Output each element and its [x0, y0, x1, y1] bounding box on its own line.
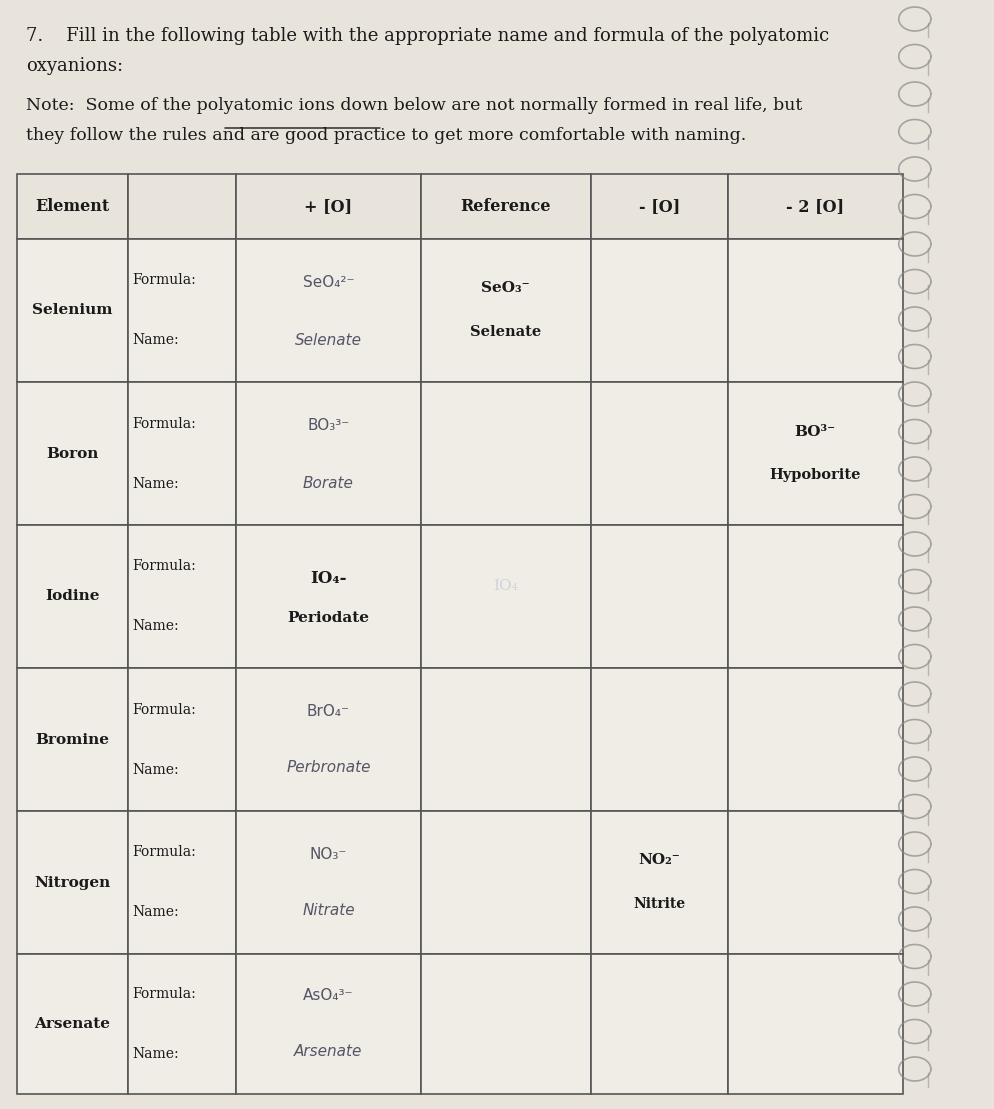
Text: Formula:: Formula: — [132, 560, 196, 573]
Bar — [17, 381, 127, 525]
Bar — [420, 381, 590, 525]
Bar — [127, 954, 237, 1093]
Text: Nitrogen: Nitrogen — [34, 875, 110, 889]
Bar — [590, 668, 728, 811]
Bar — [420, 668, 590, 811]
Text: NO₃⁻: NO₃⁻ — [310, 847, 347, 862]
Bar — [17, 811, 127, 954]
Bar — [420, 240, 590, 381]
Text: + [O]: + [O] — [304, 199, 353, 215]
Bar — [237, 240, 420, 381]
Bar — [590, 525, 728, 668]
Text: Borate: Borate — [303, 476, 354, 491]
Text: Bromine: Bromine — [36, 733, 109, 746]
Text: AsO₄³⁻: AsO₄³⁻ — [303, 988, 354, 1004]
Bar — [17, 240, 127, 381]
Bar — [590, 381, 728, 525]
Bar — [127, 381, 237, 525]
Bar — [420, 174, 590, 240]
Bar — [237, 381, 420, 525]
Bar — [237, 525, 420, 668]
Bar — [17, 668, 127, 811]
Text: Formula:: Formula: — [132, 987, 196, 1001]
Text: Iodine: Iodine — [45, 590, 99, 603]
Text: Name:: Name: — [132, 477, 179, 490]
Text: 7.    Fill in the following table with the appropriate name and formula of the p: 7. Fill in the following table with the … — [27, 27, 830, 45]
Bar — [17, 525, 127, 668]
Text: BrO₄⁻: BrO₄⁻ — [307, 704, 350, 719]
Text: - 2 [O]: - 2 [O] — [786, 199, 844, 215]
Bar — [590, 240, 728, 381]
Text: Reference: Reference — [460, 199, 551, 215]
Text: IO₄-: IO₄- — [310, 570, 347, 587]
Text: Arsenate: Arsenate — [35, 1017, 110, 1031]
Text: Name:: Name: — [132, 906, 179, 919]
Text: Formula:: Formula: — [132, 845, 196, 859]
Text: IO₄: IO₄ — [493, 580, 518, 593]
Bar — [728, 668, 903, 811]
Text: Arsenate: Arsenate — [294, 1045, 363, 1059]
Text: Selenate: Selenate — [295, 333, 362, 348]
Bar — [420, 954, 590, 1093]
Bar — [127, 240, 237, 381]
Text: they follow the rules and are good practice to get more comfortable with naming.: they follow the rules and are good pract… — [27, 128, 746, 144]
Bar — [590, 811, 728, 954]
Text: Perbronate: Perbronate — [286, 760, 371, 775]
Bar — [420, 811, 590, 954]
Text: BO₃³⁻: BO₃³⁻ — [307, 418, 350, 433]
Text: oxyanions:: oxyanions: — [27, 57, 123, 75]
Bar — [728, 954, 903, 1093]
Text: Formula:: Formula: — [132, 417, 196, 430]
Text: Name:: Name: — [132, 763, 179, 776]
Text: Nitrite: Nitrite — [633, 897, 685, 912]
Bar — [237, 174, 420, 240]
Text: Note:  Some of the polyatomic ions down below are not normally formed in real li: Note: Some of the polyatomic ions down b… — [27, 96, 803, 114]
Text: Formula:: Formula: — [132, 274, 196, 287]
Text: SeO₃⁻: SeO₃⁻ — [481, 282, 530, 295]
Text: BO³⁻: BO³⁻ — [794, 425, 836, 438]
Bar — [127, 811, 237, 954]
Bar — [728, 381, 903, 525]
Text: - [O]: - [O] — [638, 199, 680, 215]
Bar — [728, 811, 903, 954]
Text: Name:: Name: — [132, 620, 179, 633]
Text: SeO₄²⁻: SeO₄²⁻ — [302, 275, 354, 289]
Text: Hypoborite: Hypoborite — [769, 468, 861, 482]
Text: Nitrate: Nitrate — [302, 903, 355, 918]
Bar — [590, 174, 728, 240]
Bar — [127, 174, 237, 240]
Text: Selenium: Selenium — [32, 304, 112, 317]
Text: Name:: Name: — [132, 1047, 179, 1061]
Bar — [590, 954, 728, 1093]
Bar — [237, 811, 420, 954]
Bar — [17, 174, 127, 240]
Text: Element: Element — [35, 199, 109, 215]
Text: Periodate: Periodate — [287, 611, 370, 625]
Bar — [127, 525, 237, 668]
Bar — [420, 525, 590, 668]
Text: Formula:: Formula: — [132, 702, 196, 716]
Bar — [728, 174, 903, 240]
Bar — [127, 668, 237, 811]
Bar — [728, 240, 903, 381]
Bar — [728, 525, 903, 668]
Bar — [237, 668, 420, 811]
Bar — [17, 954, 127, 1093]
Bar — [237, 954, 420, 1093]
Text: NO₂⁻: NO₂⁻ — [638, 854, 680, 867]
Text: Name:: Name: — [132, 334, 179, 347]
Text: Selenate: Selenate — [470, 326, 542, 339]
Text: Boron: Boron — [46, 447, 98, 460]
